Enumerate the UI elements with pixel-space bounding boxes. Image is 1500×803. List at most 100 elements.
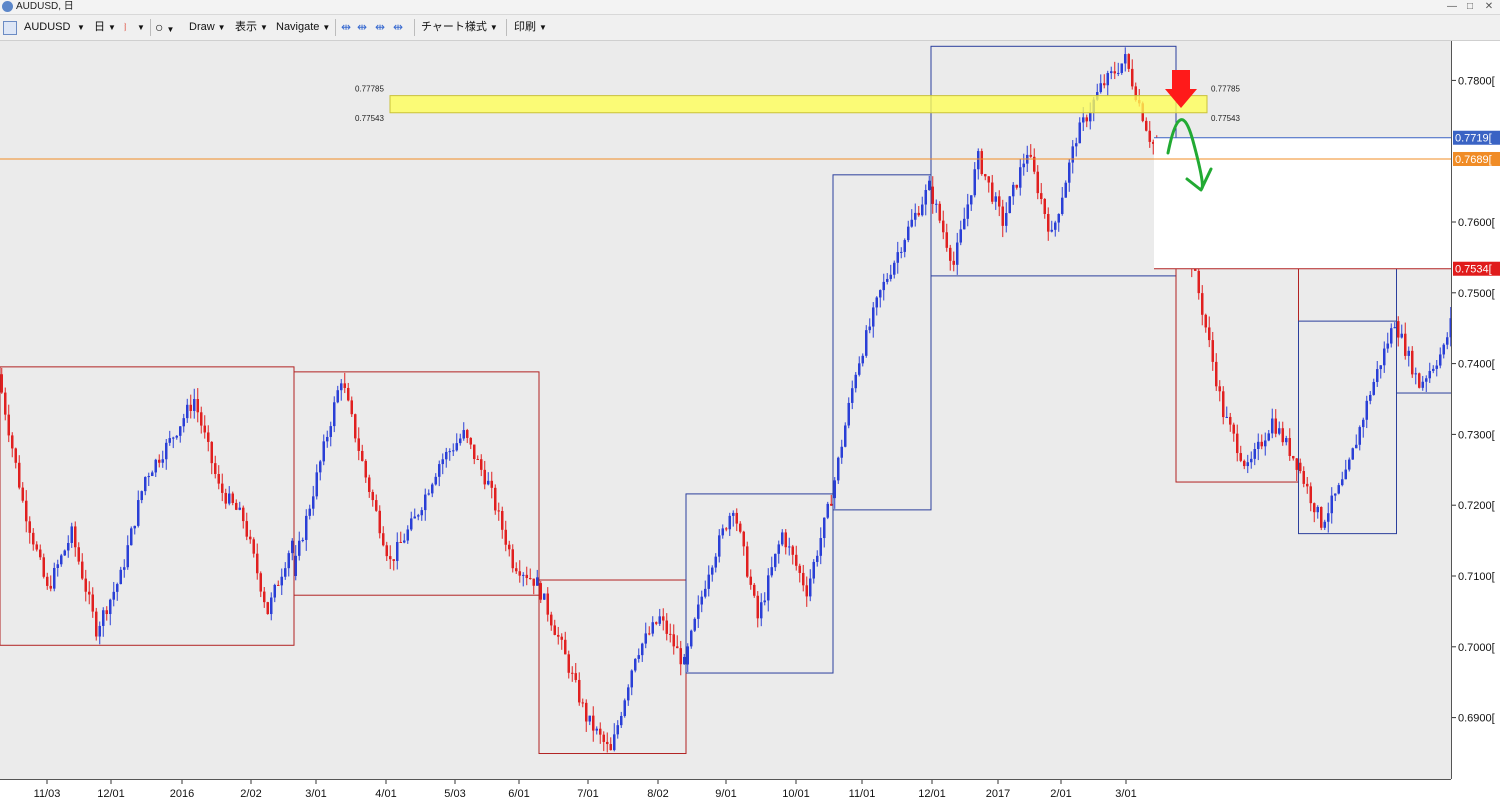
price-badge — [1453, 261, 1500, 276]
time-tick-label: 3/01 — [1115, 788, 1136, 800]
candle-body — [98, 625, 101, 637]
candle-body — [1099, 83, 1102, 93]
candle-body — [1110, 71, 1113, 74]
candle-body — [1071, 146, 1074, 163]
candle-body — [1236, 433, 1239, 454]
range-box — [930, 45, 1177, 277]
candle-body — [350, 400, 353, 415]
candle-body — [95, 611, 98, 637]
zoom-in-icon[interactable]: ⇹ — [341, 20, 352, 34]
candle-body — [1019, 167, 1022, 188]
candle-type-icon[interactable]: ⧘ — [124, 20, 127, 34]
candle-body — [196, 399, 199, 413]
candle-body — [1225, 416, 1228, 418]
zoom-out-icon[interactable]: ⇹ — [357, 20, 368, 34]
candle-body — [399, 541, 402, 543]
timeframe-selector[interactable]: 日 ▼ — [94, 21, 116, 33]
candle-body — [161, 459, 164, 463]
price-axis[interactable]: 0.7800[0.7600[0.7500[0.7400[0.7300[0.720… — [1451, 41, 1500, 779]
candle-body — [410, 518, 413, 530]
candle-body — [676, 646, 679, 649]
candle-body — [1040, 193, 1043, 199]
candle-body — [102, 610, 105, 626]
candle-body — [823, 517, 826, 539]
candle-body — [238, 507, 241, 510]
candle-body — [767, 575, 770, 601]
candle-body — [917, 212, 920, 216]
candle-body — [245, 521, 248, 537]
candle-body — [616, 725, 619, 735]
chart-toolbar: AUDUSD ▼ 日 ▼ ⧘ ▼ ○ ▼ Draw ▼ 表示 ▼ Navigate ▼ ⇹… — [0, 15, 1500, 41]
candle-body — [1152, 141, 1155, 144]
candle-body — [1383, 348, 1386, 366]
candle-body — [1362, 419, 1365, 428]
candle-body — [802, 572, 805, 586]
candle-body — [312, 496, 315, 509]
circle-tool-icon[interactable]: ○ ▼ — [155, 19, 175, 35]
time-tick-label: 5/03 — [444, 788, 465, 800]
time-tick-label: 2017 — [986, 788, 1010, 800]
candle-body — [4, 392, 7, 415]
time-axis[interactable]: 11/03 12/01 2016 2/02 3/01 4/01 5/03 6/01 7/01 8/… — [0, 779, 1451, 803]
candle-body — [522, 574, 525, 576]
candle-body — [1043, 198, 1046, 214]
candle-body — [1089, 112, 1092, 122]
resistance-zone — [389, 95, 1208, 114]
candle-body — [392, 559, 395, 561]
candle-body — [483, 469, 486, 485]
candle-body — [1348, 459, 1351, 470]
draw-menu[interactable]: Draw ▼ — [189, 21, 226, 33]
time-tick-label: 2016 — [170, 788, 194, 800]
candle-type-dropdown-icon[interactable]: ▼ — [137, 23, 145, 32]
forecast-arrowhead — [1185, 167, 1213, 192]
maximize-button[interactable]: □ — [1466, 1, 1474, 12]
candle-body — [1061, 197, 1064, 214]
chart-menu-icon[interactable] — [3, 21, 17, 35]
candle-body — [123, 567, 126, 570]
scroll-right-icon[interactable]: ⇹ — [393, 20, 404, 34]
candle-body — [242, 507, 245, 522]
view-menu[interactable]: 表示 ▼ — [235, 21, 268, 33]
candle-body — [287, 553, 290, 569]
candle-body — [560, 636, 563, 640]
candle-body — [67, 542, 70, 551]
print-menu[interactable]: 印刷 ▼ — [514, 21, 547, 33]
candle-body — [795, 554, 798, 566]
navigate-menu[interactable]: Navigate ▼ — [276, 21, 331, 33]
candle-body — [945, 232, 948, 248]
price-tick-label: 0.7800[ — [1458, 75, 1495, 87]
candle-body — [210, 441, 213, 464]
candle-body — [665, 620, 668, 634]
candle-body — [266, 602, 269, 615]
candle-body — [683, 656, 686, 665]
candle-body — [193, 399, 196, 411]
candle-body — [826, 503, 829, 518]
candle-body — [574, 673, 577, 680]
candle-body — [910, 219, 913, 227]
candle-body — [644, 633, 647, 644]
candle-body — [1124, 54, 1127, 64]
close-button[interactable]: ✕ — [1484, 1, 1494, 12]
candle-body — [851, 388, 854, 403]
symbol-dropdown-icon[interactable]: ▼ — [77, 23, 85, 32]
projection-box — [1154, 137, 1451, 269]
minimize-button[interactable]: — — [1447, 1, 1457, 12]
candle-body — [725, 528, 728, 530]
candle-body — [200, 412, 203, 426]
scroll-left-icon[interactable]: ⇹ — [375, 20, 386, 34]
candle-body — [1274, 418, 1277, 434]
symbol-selector[interactable]: AUDUSD — [24, 15, 70, 40]
candle-body — [1344, 469, 1347, 480]
candle-body — [165, 442, 168, 460]
candle-body — [1257, 441, 1260, 450]
candle-body — [203, 425, 206, 433]
candle-body — [861, 355, 864, 364]
chart-plot-area[interactable]: 0.77785 0.77543 0.77785 0.77543 — [0, 41, 1451, 779]
candle-body — [0, 374, 3, 393]
candle-body — [1260, 441, 1263, 447]
app-icon — [2, 1, 13, 12]
candle-body — [889, 274, 892, 279]
candle-body — [1243, 460, 1246, 467]
chart-style-menu[interactable]: チャート様式 ▼ — [421, 21, 498, 33]
candle-body — [872, 307, 875, 327]
